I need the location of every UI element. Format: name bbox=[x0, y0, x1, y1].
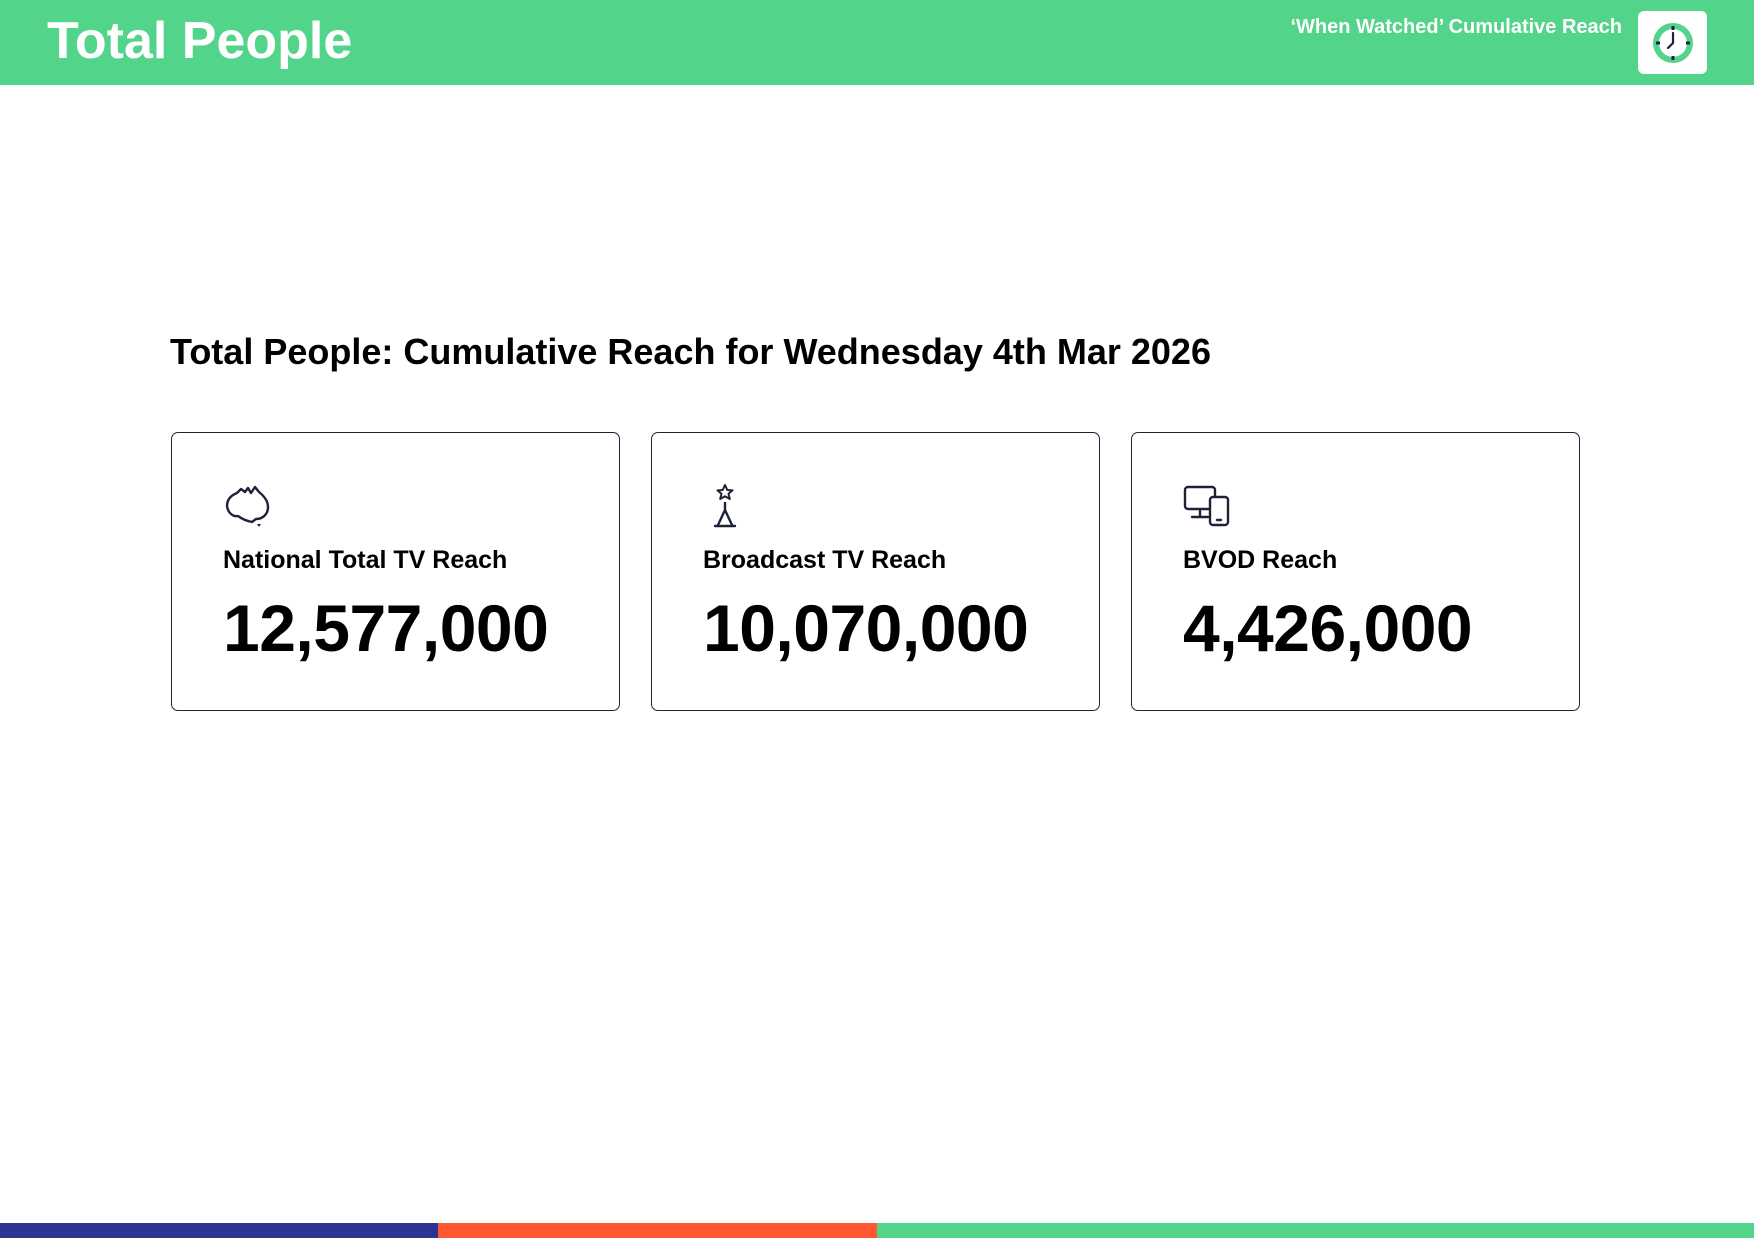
card-value: 4,426,000 bbox=[1183, 591, 1473, 665]
report-subtitle: ‘When Watched’ Cumulative Reach bbox=[1290, 16, 1622, 38]
footer-stripe-navy bbox=[0, 1223, 438, 1238]
section-heading: Total People: Cumulative Reach for Wedne… bbox=[170, 331, 1211, 372]
devices-icon bbox=[1183, 485, 1230, 527]
header-bar: Total People ‘When Watched’ Cumulative R… bbox=[0, 0, 1754, 85]
card-label: BVOD Reach bbox=[1183, 546, 1338, 574]
clock-icon bbox=[1652, 22, 1693, 63]
kpi-card-national-total-tv: National Total TV Reach 12,577,000 bbox=[171, 432, 620, 711]
card-label: Broadcast TV Reach bbox=[703, 546, 947, 574]
broadcast-tower-icon bbox=[713, 484, 737, 528]
footer-stripe-orange bbox=[438, 1223, 877, 1238]
australia-map-icon bbox=[225, 485, 270, 527]
logo bbox=[1638, 11, 1707, 74]
page-title: Total People bbox=[47, 12, 353, 70]
card-value: 10,070,000 bbox=[703, 591, 1029, 665]
kpi-card-broadcast-tv: Broadcast TV Reach 10,070,000 bbox=[651, 432, 1100, 711]
kpi-card-bvod: BVOD Reach 4,426,000 bbox=[1131, 432, 1580, 711]
card-value: 12,577,000 bbox=[223, 591, 549, 665]
card-label: National Total TV Reach bbox=[223, 546, 508, 574]
footer-stripe-green bbox=[877, 1223, 1754, 1238]
